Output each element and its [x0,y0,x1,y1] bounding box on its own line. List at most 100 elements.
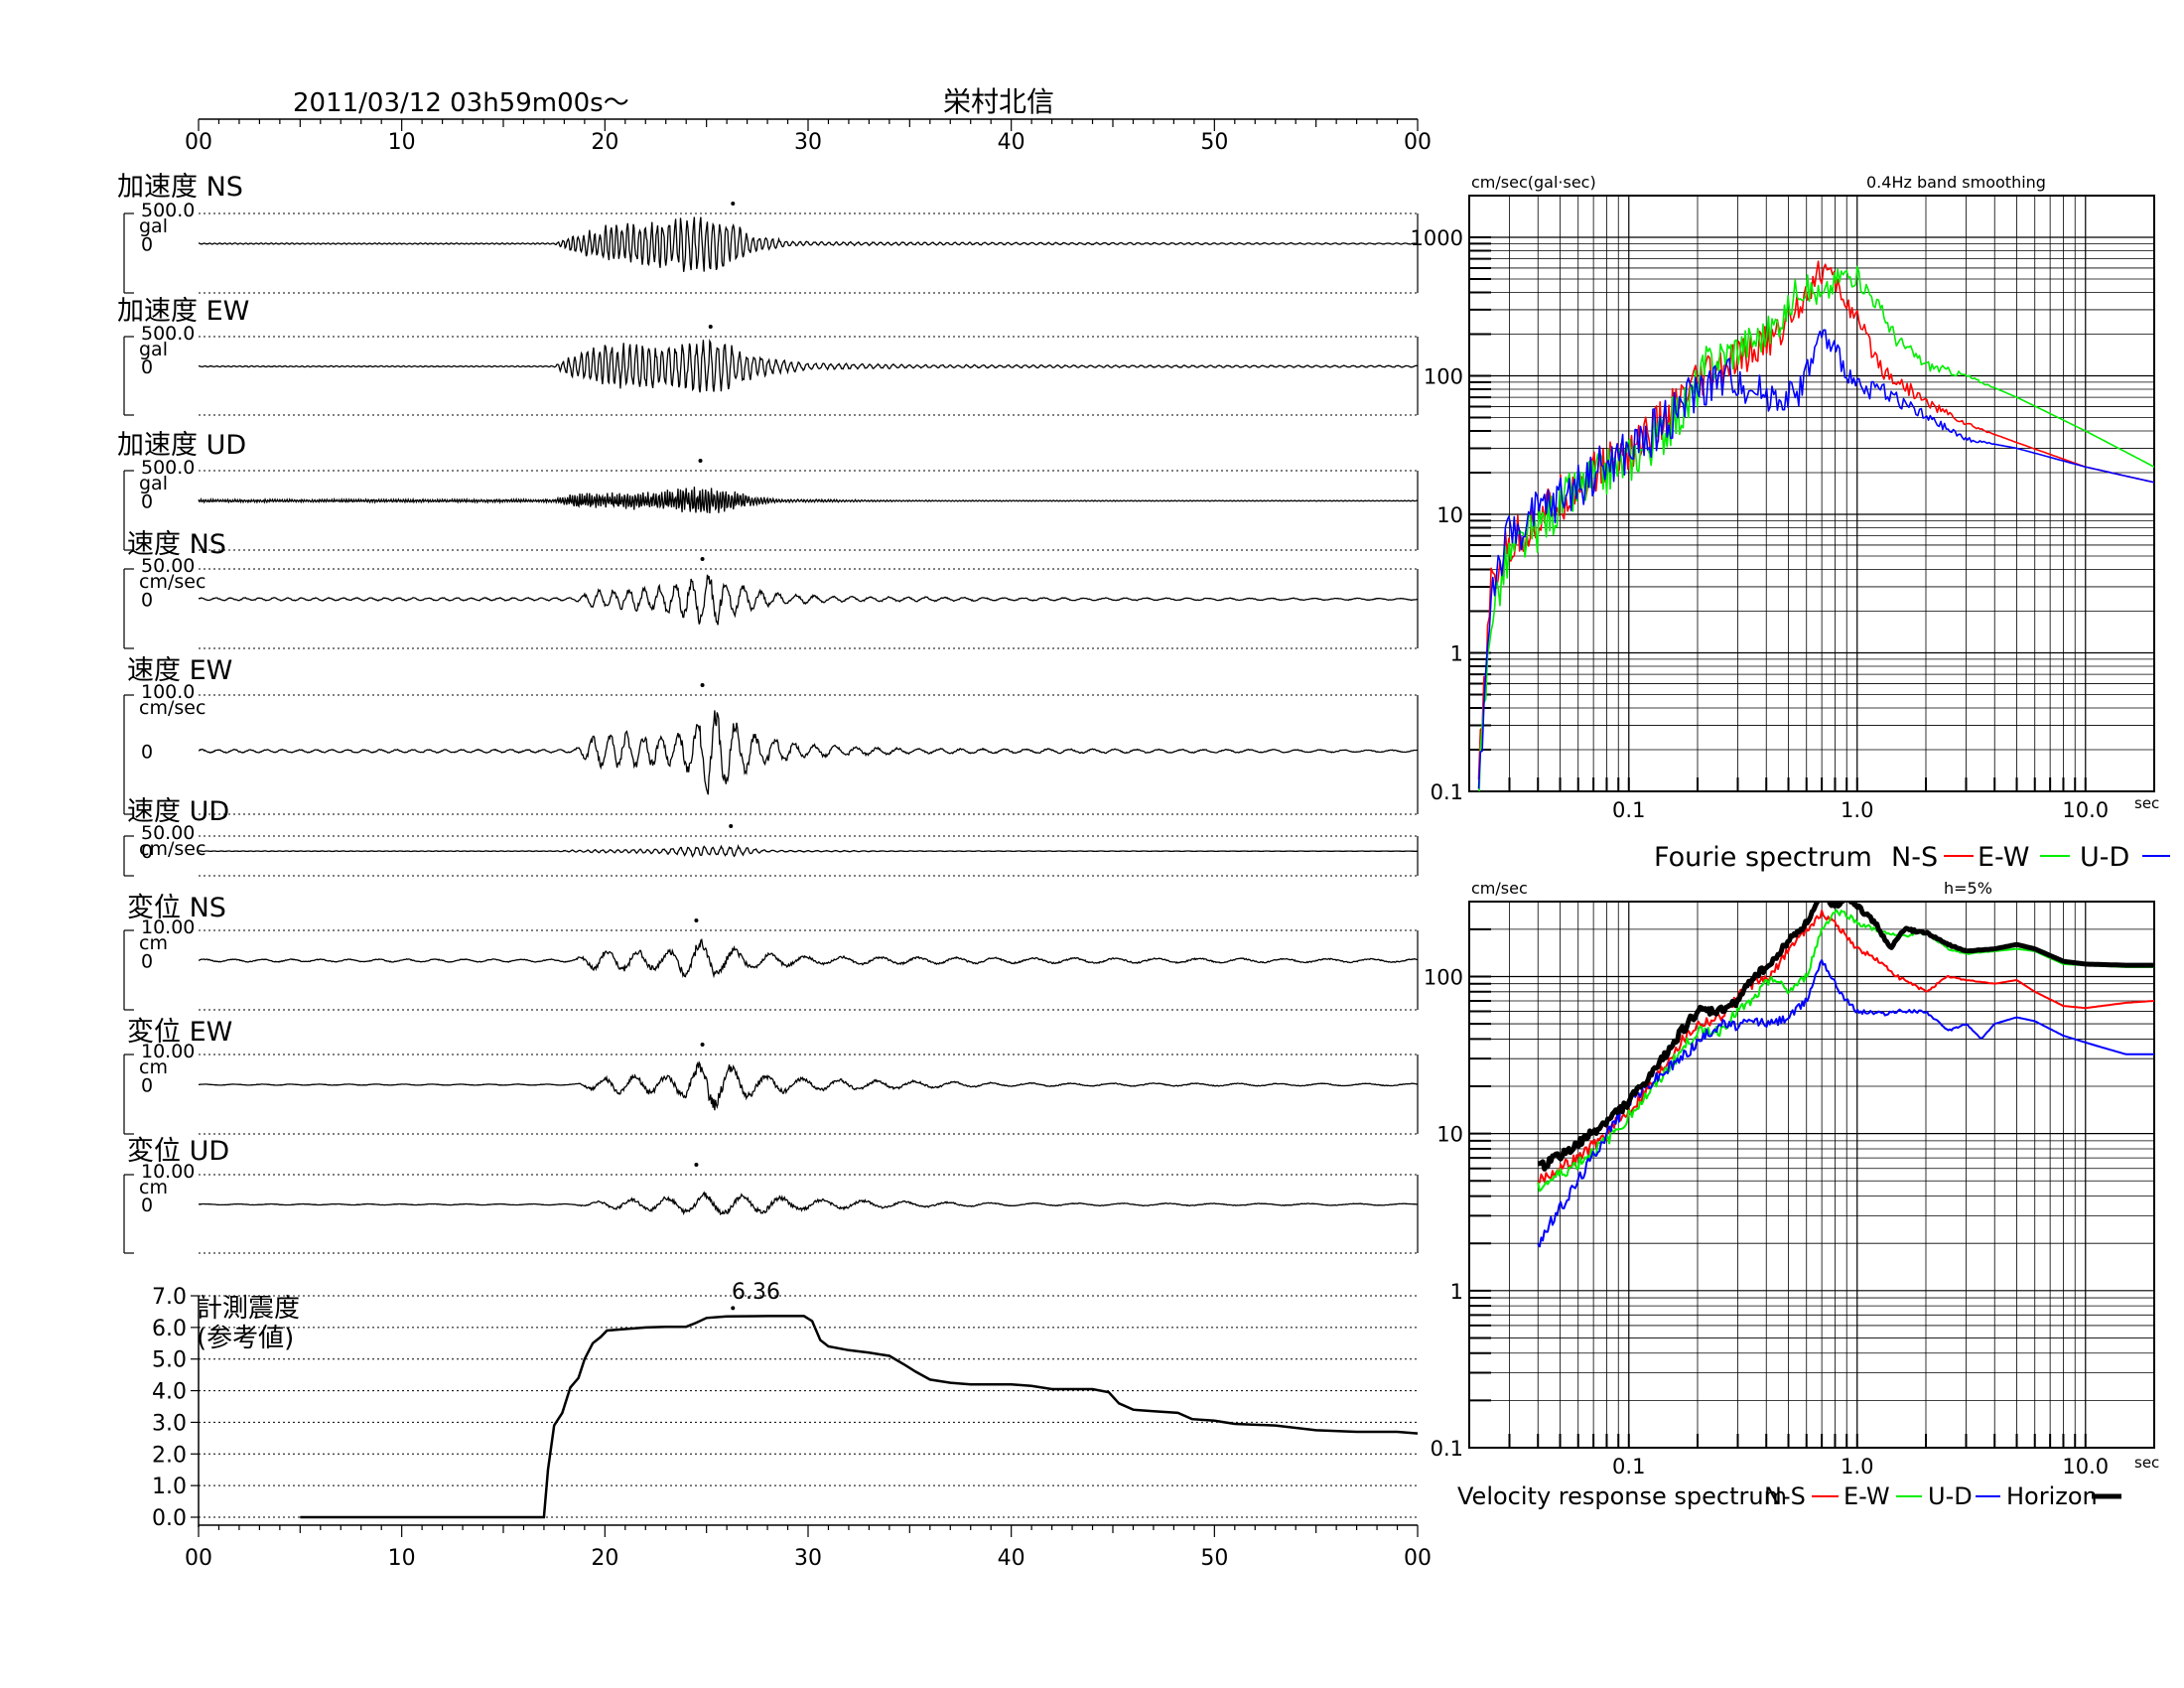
panel-zero-label: 0 [141,841,153,863]
intensity-title-line2: (参考値) [197,1324,294,1353]
peak-marker [694,1163,699,1167]
waveform-trace [198,487,1419,514]
fourier-legend-ud: U-D [2080,842,2129,873]
waveform-trace [198,574,1419,626]
panel-unit: gal [139,339,168,360]
bottom-time-tick-label: 40 [998,1546,1025,1571]
panel-title: 変位 EW [127,1017,232,1048]
panel-unit: cm [139,1056,168,1078]
vresp-series-horizon [1537,902,2154,1172]
vresp-series-n-s [1537,910,2154,1184]
panel-zero-label: 0 [141,1195,153,1216]
panel-title: 速度 NS [127,529,226,560]
panel-zero-label: 0 [141,589,153,611]
panel-zero-label: 0 [141,741,153,763]
fourier-xtick-label: 0.1 [1612,798,1645,822]
vresp-legend-ew: E-W [1843,1482,1890,1510]
intensity-chart: 計測震度 (参考値) 6.36 0.0 1.0 2.0 3.0 4.0 5.0 6.0 7.0 [152,1280,1419,1531]
panel-zero-label: 0 [141,233,153,255]
panel-scale-value: 500.0 [141,457,195,479]
vresp-frame [1468,901,2155,1449]
bottom-time-tick-label: 00 [1404,1546,1432,1571]
intensity-ytick-label: 1.0 [152,1475,187,1499]
top-time-axis: 00 10 20 30 40 50 00 [185,118,1432,155]
peak-marker [729,824,734,828]
panel-title: 変位 NS [127,893,226,923]
fourier-ytick-label: 1000 [1411,226,1463,250]
panel-title: 加速度 NS [117,172,243,203]
waveform-trace [198,339,1419,393]
peak-marker [731,202,736,206]
panel-title: 加速度 UD [117,430,246,461]
fourier-series-u-d [1477,329,2154,789]
vresp-xtick-label: 10.0 [2062,1455,2109,1478]
panel-scale-value: 500.0 [141,200,195,221]
top-time-tick-label: 30 [794,130,822,155]
panel-unit: cm/sec [139,697,205,719]
panel-scale-value: 100.0 [141,681,195,703]
vresp-title: Velocity response spectrum [1457,1482,1787,1510]
top-time-tick-label: 50 [1200,130,1228,155]
top-time-tick-label: 20 [591,130,618,155]
top-time-tick-label: 40 [998,130,1025,155]
fourier-spectrum-chart: cm/sec(gal·sec) 0.4Hz band smoothing sec… [1411,173,2170,873]
panel-title: 変位 UD [127,1136,229,1167]
record-datetime: 2011/03/12 03h59m00s～ [293,88,629,118]
peak-marker [700,557,705,561]
panel-unit: gal [139,473,168,494]
vresp-xtick-label: 1.0 [1841,1455,1873,1478]
fourier-xlabel: sec [2134,794,2159,812]
station-name: 栄村北信 [943,85,1054,118]
vresp-ytick-label: 10 [1436,1123,1463,1147]
panel-title: 速度 UD [127,796,229,827]
peak-marker [708,325,713,329]
vresp-series-u-d [1537,959,2154,1248]
fourier-xtick-label: 1.0 [1841,798,1873,822]
intensity-peak-marker [731,1306,736,1311]
top-time-tick-label: 10 [388,130,416,155]
waveform-trace [198,938,1418,979]
fourier-series-e-w [1478,265,2154,791]
panel-unit: cm/sec [139,571,205,593]
panel-title: 速度 EW [127,655,232,686]
top-time-tick-label: 00 [1404,130,1432,155]
fourier-legend-ew: E-W [1978,842,2029,873]
peak-marker [698,459,703,463]
panel-scale-value: 10.00 [141,916,195,938]
top-time-tick-label: 00 [185,130,212,155]
fourier-title: Fourie spectrum [1654,842,1872,873]
fourier-frame [1468,195,2155,792]
bottom-time-tick-label: 30 [794,1546,822,1571]
intensity-ytick-label: 0.0 [152,1506,187,1531]
vresp-ytick-label: 1 [1450,1280,1463,1304]
intensity-ytick-label: 3.0 [152,1411,187,1436]
panel-unit: gal [139,215,168,237]
bottom-time-tick-label: 20 [591,1546,618,1571]
intensity-ytick-label: 6.0 [152,1317,187,1341]
intensity-curve [300,1315,1419,1519]
intensity-title-line1: 計測震度 [197,1294,300,1324]
panel-zero-label: 0 [141,491,153,512]
panel-unit: cm [139,1177,168,1198]
panel-scale-value: 50.00 [141,555,195,577]
intensity-ytick-label: 2.0 [152,1443,187,1468]
intensity-ytick-label: 7.0 [152,1285,187,1310]
peak-marker [700,1043,705,1047]
vresp-xtick-label: 0.1 [1612,1455,1645,1478]
fourier-note: 0.4Hz band smoothing [1866,173,2046,192]
fourier-ytick-label: 100 [1424,364,1463,388]
waveform-trace [199,710,1419,795]
fourier-xtick-label: 10.0 [2062,798,2109,822]
panel-zero-label: 0 [141,950,153,972]
